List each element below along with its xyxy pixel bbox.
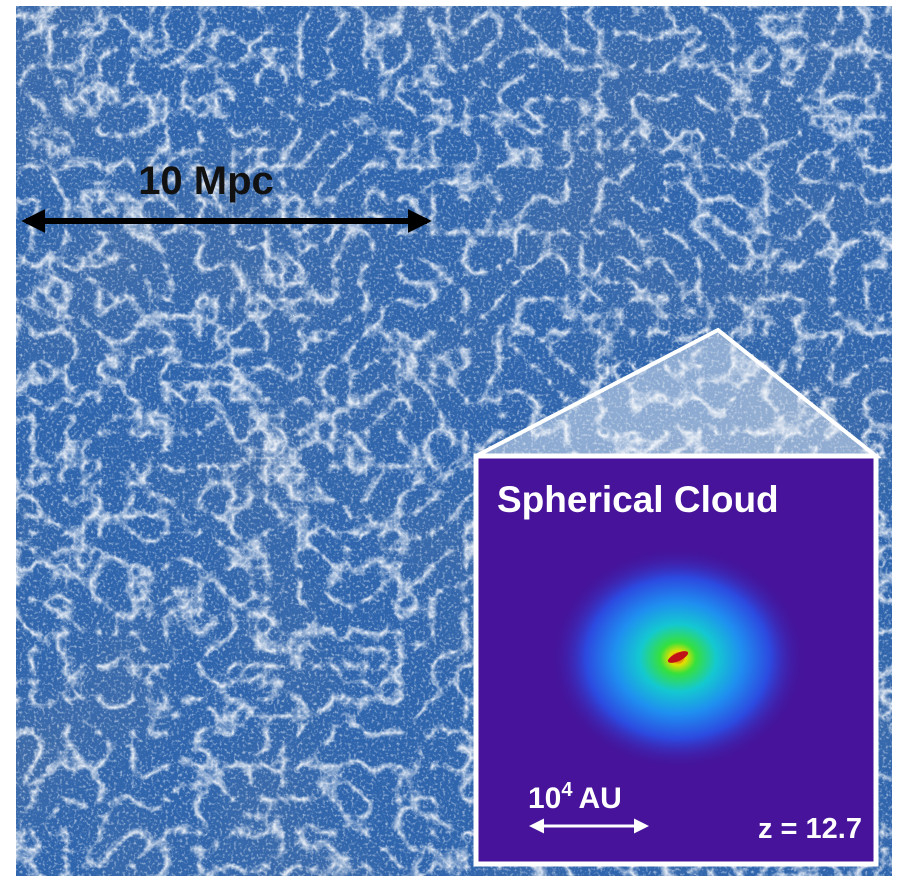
scale-unit: AU bbox=[579, 782, 622, 815]
figure: 10 Mpc Spherical Cloud 104 AU z = 12.7 bbox=[0, 0, 899, 880]
page: {"scale_bar": {"label": "10 Mpc"}, "inse… bbox=[0, 0, 899, 880]
scale-exponent: 4 bbox=[561, 779, 573, 801]
inset-title: Spherical Cloud bbox=[497, 479, 779, 520]
scale-base: 10 bbox=[528, 782, 561, 815]
scale-label: 10 Mpc bbox=[138, 159, 274, 203]
inset: Spherical Cloud 104 AU z = 12.7 bbox=[476, 456, 876, 864]
redshift-label: z = 12.7 bbox=[758, 813, 862, 845]
